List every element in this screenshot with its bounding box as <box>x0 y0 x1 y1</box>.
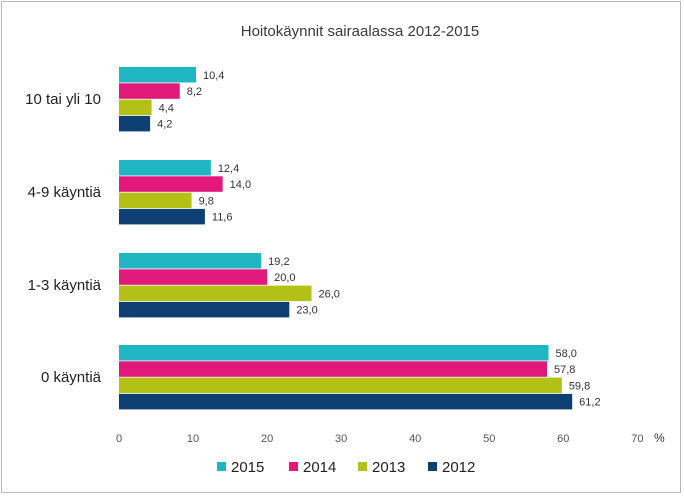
bar-2013-4 <box>119 377 562 394</box>
bar-2012-2 <box>119 208 205 225</box>
bar-2014-2 <box>119 176 223 192</box>
bar-2013-2 <box>119 192 192 209</box>
legend-label: 2014 <box>303 459 336 476</box>
category-label: 10 tai yli 10 <box>25 91 101 108</box>
x-tick-label: 70 <box>631 433 643 445</box>
bar-2012-4 <box>119 393 573 410</box>
legend-swatch <box>358 462 367 471</box>
value-label: 9,8 <box>199 195 214 207</box>
bar-2013-3 <box>119 285 312 302</box>
bar-2014-1 <box>119 83 180 99</box>
bar-2015-2 <box>119 160 211 176</box>
x-tick-label: 50 <box>483 433 495 445</box>
value-label: 10,4 <box>203 70 224 82</box>
bar-2015-3 <box>119 253 262 269</box>
value-label: 19,2 <box>268 256 289 268</box>
value-label: 4,4 <box>159 102 174 114</box>
x-tick-label: 30 <box>335 433 347 445</box>
x-tick-label: 20 <box>261 433 273 445</box>
legend-swatch <box>428 462 437 471</box>
legend-label: 2012 <box>442 459 475 476</box>
value-label: 4,2 <box>157 119 172 131</box>
value-labels-group: 10,48,2 4,4 4,2 12,4 14,0 9,8 11,6 19,2 20,0 26,0… <box>157 70 601 409</box>
value-label: 20,0 <box>274 272 295 284</box>
legend-label: 2015 <box>231 459 264 476</box>
legend-label: 2013 <box>372 459 405 476</box>
value-label: 11,6 <box>212 212 233 224</box>
chart-title: Hoitokäynnit sairaalassa 2012-2015 <box>241 23 479 40</box>
value-label: 8,2 <box>187 86 202 98</box>
value-label: 59,8 <box>569 380 590 392</box>
value-label: 61,2 <box>579 397 600 409</box>
bar-2014-4 <box>119 361 548 377</box>
bar-2015-4 <box>119 345 549 361</box>
value-label: 26,0 <box>319 288 340 300</box>
bar-2015-1 <box>119 67 197 83</box>
category-labels-group: 10 tai yli 10 4-9 käyntiä 1-3 käyntiä 0 käy… <box>25 91 102 386</box>
x-tick-label: 10 <box>187 433 199 445</box>
value-label: 12,4 <box>218 163 239 175</box>
legend-swatch <box>289 462 298 471</box>
category-label: 4-9 käyntiä <box>28 184 102 201</box>
value-label: 58,0 <box>555 348 576 360</box>
bar-2014-3 <box>119 269 268 285</box>
category-label: 0 käyntiä <box>41 369 102 386</box>
bar-2013-1 <box>119 99 152 116</box>
x-axis-unit: % <box>654 431 665 445</box>
category-label: 1-3 käyntiä <box>28 277 102 294</box>
bar-2012-3 <box>119 301 290 318</box>
value-label: 23,0 <box>296 305 317 317</box>
x-tick-label: 60 <box>557 433 569 445</box>
value-label: 14,0 <box>230 179 251 191</box>
bars-group <box>119 67 573 410</box>
legend: 2015 2014 2013 2012 <box>217 459 475 476</box>
value-label: 57,8 <box>554 364 575 376</box>
x-tick-label: 40 <box>409 433 421 445</box>
x-tick-label: 0 <box>116 433 122 445</box>
x-axis: 0 10 20 30 40 50 60 70% <box>116 431 665 445</box>
bar-2012-1 <box>119 115 151 132</box>
legend-swatch <box>217 462 226 471</box>
